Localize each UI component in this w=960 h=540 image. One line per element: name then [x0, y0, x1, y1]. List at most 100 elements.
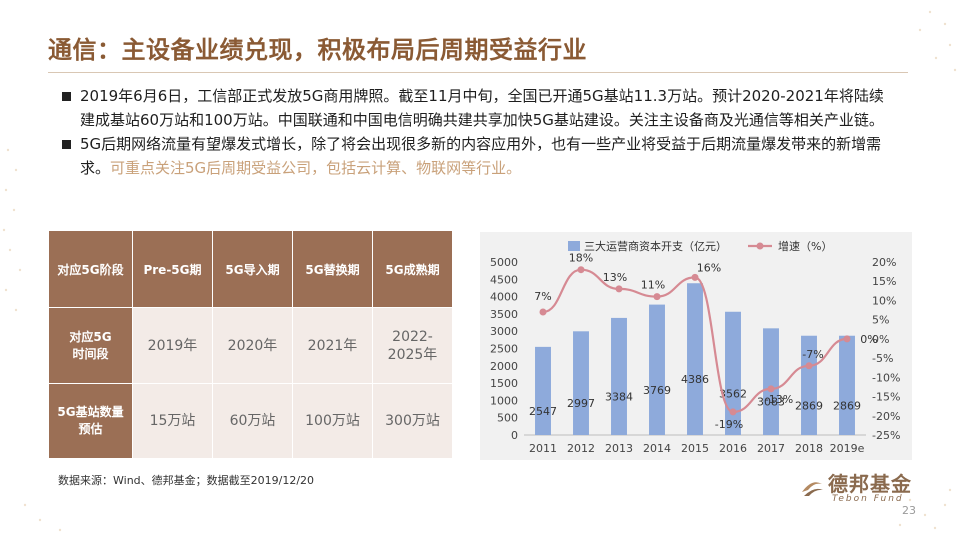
y-right-tick-label: 0% [872, 333, 889, 346]
table-cell: 100万站 [292, 383, 373, 459]
bar-data-label: 2997 [567, 397, 595, 410]
bar-data-label: 2869 [833, 399, 861, 412]
bar-data-label: 3083 [757, 396, 785, 409]
growth-point [767, 385, 775, 393]
bar-data-label: 3384 [605, 390, 633, 403]
bullet-square-icon [62, 92, 71, 101]
growth-point [843, 335, 851, 343]
y-right-tick-label: -15% [872, 391, 900, 404]
y-left-tick-label: 1000 [490, 394, 518, 407]
growth-data-label: 13% [603, 271, 627, 284]
y-right-tick-label: 5% [872, 314, 889, 327]
bar [801, 335, 817, 435]
growth-point [691, 273, 699, 281]
table-cell: 2021年 [292, 307, 373, 384]
bar [687, 283, 703, 435]
y-right-tick-label: 20% [872, 256, 896, 269]
y-left-tick-label: 4000 [490, 291, 518, 304]
bullet-highlight-text: 可重点关注5G后周期受益公司，包括云计算、物联网等行业。 [110, 159, 522, 177]
table-row-header: 5G基站数量 预估 [48, 383, 133, 459]
y-left-tick-label: 1500 [490, 377, 518, 390]
bullet-list: 2019年6月6日，工信部正式发放5G商用牌照。截至11月中旬，全国已开通5G基… [62, 84, 897, 180]
growth-point [539, 308, 547, 316]
y-left-tick-label: 3000 [490, 325, 518, 338]
bullet-item: 5G后期网络流量有望爆发式增长，除了将会出现很多新的内容应用外，也有一些产业将受… [62, 132, 897, 180]
bar [535, 346, 551, 435]
table-header-cell: Pre-5G期 [132, 230, 213, 308]
y-right-tick-label: -20% [872, 410, 900, 423]
y-right-tick-label: -5% [872, 352, 893, 365]
capex-chart-panel: 0 500 1000 1500 2000 2500 3000 3500 4000 4500 5000… [480, 232, 912, 460]
table-header-cell: 对应5G阶段 [48, 230, 133, 308]
bar-data-label: 4386 [681, 373, 709, 386]
y-left-tick-label: 2000 [490, 360, 518, 373]
bar [611, 317, 627, 435]
table-cell: 2022-2025年 [372, 307, 453, 384]
growth-data-label: 7% [534, 290, 551, 303]
table-row: 对应5G 时间段 2019年 2020年 2021年 2022-2025年 [48, 307, 453, 384]
table-cell: 2019年 [132, 307, 213, 384]
growth-data-label: 18% [569, 252, 593, 265]
page-title: 通信：主设备业绩兑现，积极布局后周期受益行业 [48, 36, 587, 64]
y-right-tick-label: 10% [872, 294, 896, 307]
bar-data-label: 3769 [643, 384, 671, 397]
table-cell: 2020年 [212, 307, 293, 384]
x-tick-label: 2018 [795, 442, 823, 455]
logo-chinese-name: 德邦基金 [828, 472, 912, 496]
x-tick-label: 2011 [529, 442, 557, 455]
bar [649, 304, 665, 435]
y-left-tick-label: 0 [511, 429, 518, 442]
bar [763, 328, 779, 435]
table-header-cell: 5G替换期 [292, 230, 373, 308]
5g-stage-table: 对应5G阶段 Pre-5G期 5G导入期 5G替换期 5G成熟期 对应5G 时间… [48, 230, 453, 459]
bullet-text: 2019年6月6日，工信部正式发放5G商用牌照。截至11月中旬，全国已开通5G基… [80, 87, 884, 129]
capex-chart: 0 500 1000 1500 2000 2500 3000 3500 4000 4500 5000… [490, 239, 900, 455]
legend-line-marker [756, 242, 764, 250]
y-left-tick-label: 4500 [490, 273, 518, 286]
y-left-tick-label: 5000 [490, 256, 518, 269]
table-cell: 15万站 [132, 383, 213, 459]
y-left-tick-label: 3500 [490, 308, 518, 321]
bullet-square-icon [62, 140, 71, 149]
growth-data-label: 0% [860, 333, 877, 346]
growth-data-label: 11% [641, 279, 665, 292]
bar [839, 335, 855, 435]
table-header-row: 对应5G阶段 Pre-5G期 5G导入期 5G替换期 5G成熟期 [48, 230, 453, 308]
table-header-cell: 5G成熟期 [372, 230, 453, 308]
y-left-tick-label: 500 [497, 412, 518, 425]
legend-bar-swatch [568, 241, 580, 251]
growth-data-label: 16% [697, 261, 721, 274]
x-tick-label: 2019e [830, 442, 865, 455]
x-tick-label: 2014 [643, 442, 671, 455]
growth-data-label: -7% [802, 348, 823, 361]
growth-point [729, 408, 737, 416]
growth-data-label: -13% [765, 393, 793, 406]
growth-point [615, 285, 623, 293]
y-right-tick-label: 15% [872, 275, 896, 288]
bar-data-label: 3562 [719, 387, 747, 400]
growth-line [542, 268, 848, 414]
growth-data-label: -19% [715, 418, 743, 431]
x-tick-label: 2013 [605, 442, 633, 455]
table-row: 5G基站数量 预估 15万站 60万站 100万站 300万站 [48, 383, 453, 459]
bullet-item: 2019年6月6日，工信部正式发放5G商用牌照。截至11月中旬，全国已开通5G基… [62, 84, 897, 132]
title-divider [48, 72, 908, 73]
x-tick-label: 2015 [681, 442, 709, 455]
x-tick-label: 2016 [719, 442, 747, 455]
y-right-tick-label: -25% [872, 429, 900, 442]
growth-point [653, 293, 661, 301]
table-cell: 60万站 [212, 383, 293, 459]
x-tick-label: 2012 [567, 442, 595, 455]
growth-point [805, 362, 813, 370]
bullet-text: 5G后期网络流量有望爆发式增长，除了将会出现很多新的内容应用外，也有一些产业将受… [80, 135, 882, 177]
bar-data-label: 2869 [795, 399, 823, 412]
page-number: 23 [902, 504, 916, 517]
y-right-tick-label: -10% [872, 371, 900, 384]
growth-point [577, 266, 585, 274]
logo-english-name: Tebon Fund [832, 494, 904, 504]
x-tick-label: 2017 [757, 442, 785, 455]
legend-bar-label: 三大运营商资本开支（亿元） [584, 239, 727, 253]
logo-mark-icon [802, 482, 823, 496]
data-source-note: 数据来源：Wind、德邦基金；数据截至2019/12/20 [58, 474, 315, 487]
y-left-tick-label: 2500 [490, 343, 518, 356]
